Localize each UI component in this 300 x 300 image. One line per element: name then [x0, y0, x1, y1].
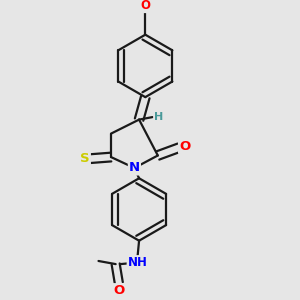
- Text: O: O: [140, 0, 150, 12]
- Text: O: O: [179, 140, 190, 153]
- Text: H: H: [154, 112, 164, 122]
- Text: O: O: [113, 284, 124, 297]
- Text: NH: NH: [128, 256, 148, 269]
- Text: S: S: [80, 152, 90, 165]
- Text: N: N: [129, 161, 140, 175]
